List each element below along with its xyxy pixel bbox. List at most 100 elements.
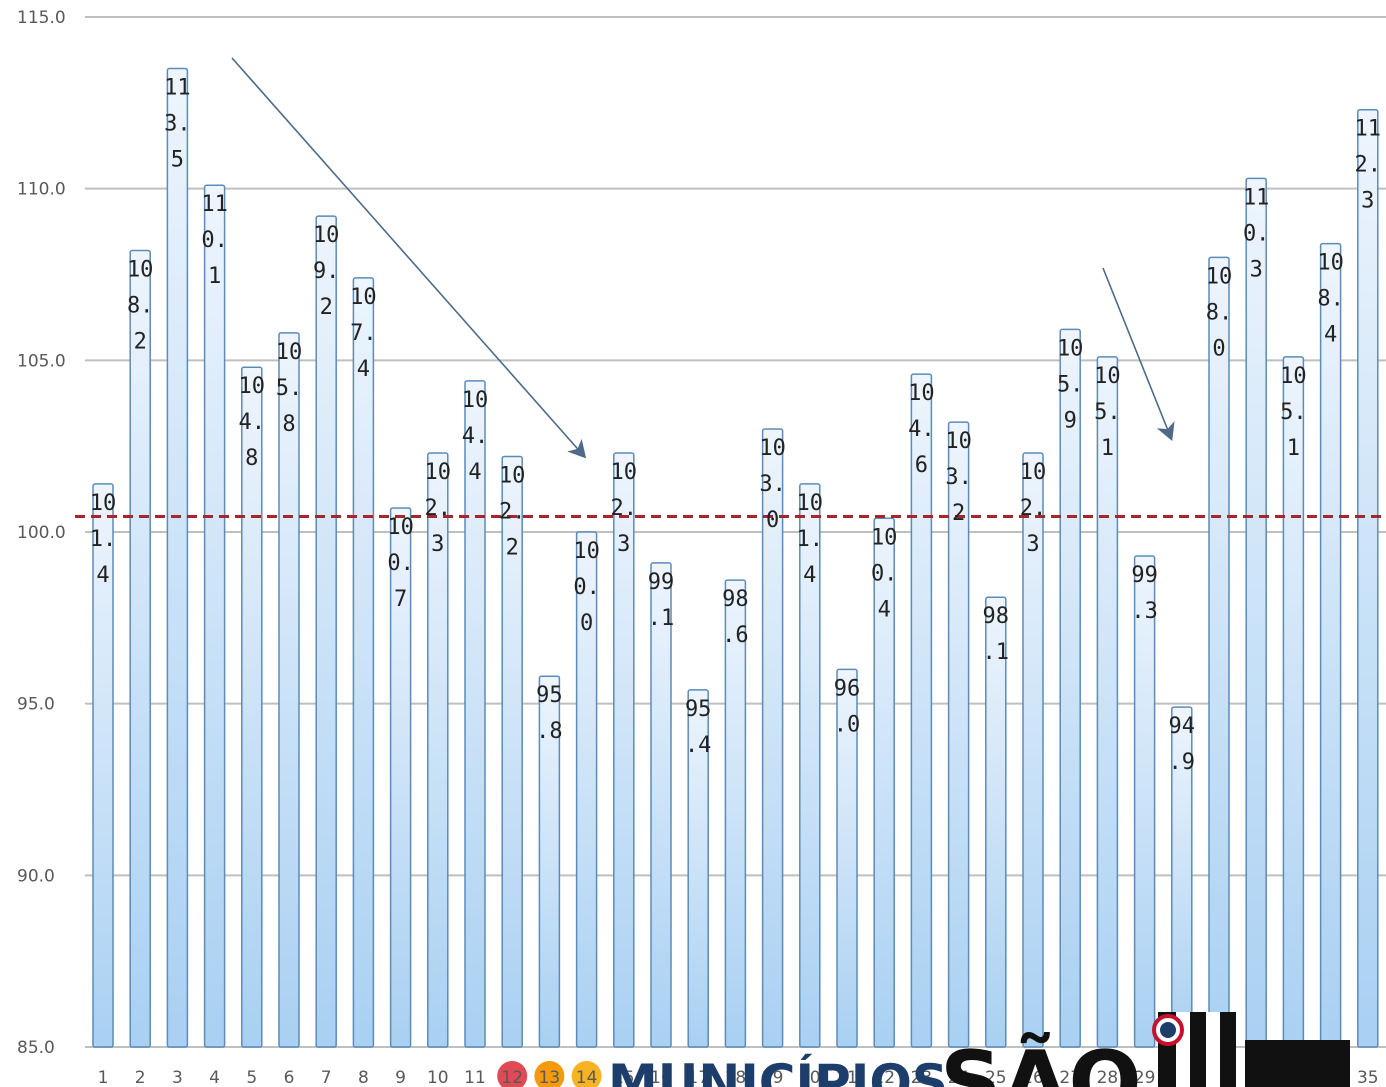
x-tick-label: 24 [948,1068,970,1087]
data-label: 99.3 [1131,563,1158,624]
bar [501,455,523,1048]
bar [352,277,375,1048]
data-label: 95.8 [536,683,563,744]
x-tick-label: 6 [284,1068,295,1087]
x-tick-label: 28 [1097,1068,1119,1087]
state-flag-icon [1152,1012,1236,1087]
data-label: 10 1. 4 [90,491,117,588]
y-tick-label: 100.0 [17,523,66,543]
x-tick-label: 13 [539,1068,561,1087]
x-tick-highlight [571,1061,602,1087]
x-tick-label: 4 [209,1068,220,1087]
x-tick-label: 20 [799,1068,821,1087]
y-tick-label: 90.0 [17,866,55,886]
bar [92,483,114,1048]
data-label: 10 0. 7 [387,515,414,612]
data-label: 10 5. 1 [1280,364,1307,461]
data-label: 96.0 [834,676,861,737]
bar [427,452,449,1048]
x-tick-label: 27 [1059,1068,1081,1087]
x-tick-label: 35 [1357,1068,1379,1087]
x-tick-label: 12 [501,1068,523,1087]
data-label: 10 3. 0 [759,436,786,533]
data-label: 10 9. 2 [313,223,340,320]
bar [650,562,672,1048]
bar [129,249,151,1048]
bar [315,215,337,1048]
x-tick-label: 29 [1134,1068,1156,1087]
bar [166,67,189,1048]
data-label: 10 8. 2 [127,257,154,354]
bar [241,366,263,1048]
y-tick-label: 115.0 [17,8,66,28]
x-tick-label: 16 [650,1068,672,1087]
bar [1357,108,1379,1048]
y-tick-label: 85.0 [17,1038,55,1058]
bar [1319,242,1342,1048]
x-tick-label: 5 [246,1068,257,1087]
x-tick-label: 15 [613,1068,635,1087]
x-tick-label: 8 [358,1068,369,1087]
bar [1059,328,1081,1048]
y-axis-ticks: 85.0 90.0 95.0 100.0 105.0 110.0 115.0 [17,8,66,1058]
data-label: 10 5. 9 [1057,336,1084,433]
data-label: 10 4. 8 [239,374,266,471]
data-label: 10 2. 3 [611,460,638,557]
data-label: 10 8. 4 [1317,251,1344,348]
bar [575,531,598,1048]
data-label: 11 0. 1 [201,192,228,289]
x-tick-label: 23 [911,1068,933,1087]
data-label: 10 0. 4 [871,525,898,622]
bar [464,380,486,1048]
trend-arrows [231,57,1175,459]
sao-brand-text: SÃO [940,1032,1142,1087]
x-tick-label: 26 [1022,1068,1044,1087]
x-tick-label: 25 [985,1068,1007,1087]
data-label: 10 2. 3 [1020,460,1047,557]
x-tick-label: 11 [464,1068,486,1087]
data-label: 11 0. 3 [1243,185,1270,282]
y-tick-label: 110.0 [17,180,66,200]
bar [687,689,709,1048]
bar [985,596,1007,1048]
x-tick-label: 19 [762,1068,784,1087]
bar [1096,356,1119,1048]
x-tick-highlight [497,1061,528,1087]
trend-arrow-2 [1102,267,1175,441]
bar [1022,452,1044,1048]
x-tick-label: 3 [172,1068,183,1087]
x-tick-label: 10 [427,1068,449,1087]
x-tick-label: 22 [873,1068,895,1087]
data-label: 10 4. 4 [462,388,489,485]
data-label: 10 4. 6 [908,381,935,478]
data-label: 10 8. 0 [1206,264,1233,361]
data-label: 98.1 [983,604,1010,665]
bar [538,675,561,1048]
data-label: 10 5. 8 [276,340,303,437]
data-label: 10 0. 0 [573,539,600,636]
bar [910,373,933,1048]
y-tick-label: 105.0 [17,351,66,371]
bar [278,332,300,1048]
bars [92,67,1379,1048]
x-tick-label: 21 [836,1068,858,1087]
bar [1133,555,1156,1048]
x-tick-label: 18 [725,1068,747,1087]
data-label: 98.6 [722,587,749,648]
brand-block [1245,1040,1350,1087]
x-tick-label: 1 [98,1068,109,1087]
y-tick-label: 95.0 [17,695,55,715]
bar [873,517,895,1048]
trend-arrow-1 [231,57,587,459]
bar [613,452,635,1048]
bar [203,184,226,1048]
bar [947,421,970,1048]
data-label: 10 2. 3 [425,460,452,557]
data-label: 99.1 [648,570,675,631]
data-label: 10 7. 4 [350,285,377,382]
data-label: 94.9 [1169,714,1196,775]
data-label: 10 2. 2 [499,463,526,560]
bar [724,579,747,1048]
